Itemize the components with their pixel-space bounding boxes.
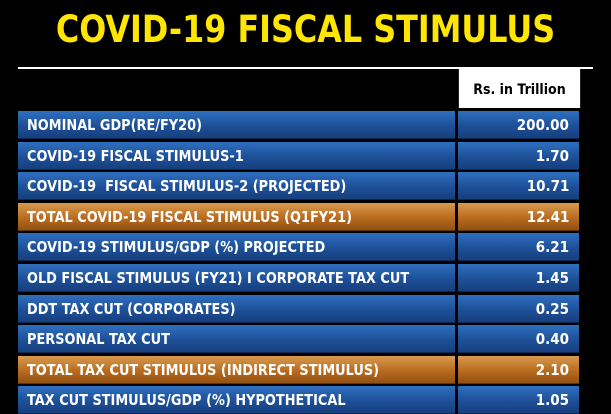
row-label: COVID-19 STIMULUS/GDP (%) PROJECTED: [27, 238, 326, 257]
row-value: 10.71: [526, 177, 569, 196]
table-row: COVID-19 FISCAL STIMULUS-2 (PROJECTED) 10…: [18, 172, 593, 201]
row-label: NOMINAL GDP(RE/FY20): [27, 116, 202, 134]
row-value: 12.41: [526, 207, 569, 226]
row-value-cell: 10.71: [458, 172, 579, 201]
table-row: TOTAL TAX CUT STIMULUS (INDIRECT STIMULU…: [18, 355, 593, 384]
row-label: TOTAL TAX CUT STIMULUS (INDIRECT STIMULU…: [27, 360, 380, 379]
table-row: TOTAL COVID-19 FISCAL STIMULUS (Q1FY21) 1…: [18, 202, 593, 231]
table-row: TAX CUT STIMULUS/GDP (%) HYPOTHETICAL 1.0…: [18, 386, 593, 414]
row-label-cell: OLD FISCAL STIMULUS (FY21) I CORPORATE T…: [18, 264, 455, 292]
row-value-cell: 1.45: [458, 264, 579, 292]
row-value: 1.45: [535, 269, 569, 287]
row-label-cell: COVID-19 FISCAL STIMULUS-2 (PROJECTED): [18, 172, 455, 201]
page-title: COVID-19 FISCAL STIMULUS: [55, 8, 556, 51]
row-label-cell: TOTAL TAX CUT STIMULUS (INDIRECT STIMULU…: [18, 355, 455, 384]
row-label-cell: TAX CUT STIMULUS/GDP (%) HYPOTHETICAL: [18, 386, 455, 414]
row-value-cell: 6.21: [458, 233, 579, 262]
table-row: PERSONAL TAX CUT 0.40: [18, 325, 593, 354]
row-value: 6.21: [535, 238, 569, 257]
row-value-cell: 2.10: [458, 355, 579, 384]
row-label-cell: NOMINAL GDP(RE/FY20): [18, 111, 455, 139]
table-row: OLD FISCAL STIMULUS (FY21) I CORPORATE T…: [18, 264, 593, 292]
row-value-cell: 12.41: [458, 202, 579, 231]
row-label: OLD FISCAL STIMULUS (FY21) I CORPORATE T…: [27, 269, 410, 287]
row-value-cell: 200.00: [458, 111, 579, 139]
row-label-cell: COVID-19 FISCAL STIMULUS-1: [18, 141, 455, 170]
row-label: TOTAL COVID-19 FISCAL STIMULUS (Q1FY21): [27, 207, 352, 226]
row-value-cell: 0.40: [458, 325, 579, 354]
table-row: DDT TAX CUT (CORPORATES) 0.25: [18, 294, 593, 323]
row-value: 0.40: [535, 330, 569, 349]
table-row: NOMINAL GDP(RE/FY20) 200.00: [18, 111, 593, 139]
row-label-cell: COVID-19 STIMULUS/GDP (%) PROJECTED: [18, 233, 455, 262]
unit-header-cell: Rs. in Trillion: [458, 69, 581, 108]
row-label-cell: TOTAL COVID-19 FISCAL STIMULUS (Q1FY21): [18, 202, 455, 231]
row-label: DDT TAX CUT (CORPORATES): [27, 299, 236, 318]
row-value: 1.70: [535, 146, 569, 165]
table-row: COVID-19 FISCAL STIMULUS-1 1.70: [18, 141, 593, 170]
row-label: COVID-19 FISCAL STIMULUS-2 (PROJECTED): [27, 177, 347, 196]
row-label-cell: DDT TAX CUT (CORPORATES): [18, 294, 455, 323]
header-divider: [18, 67, 593, 69]
table-row: COVID-19 STIMULUS/GDP (%) PROJECTED 6.21: [18, 233, 593, 262]
row-value: 0.25: [535, 299, 569, 318]
row-value: 2.10: [535, 360, 569, 379]
unit-header-label: Rs. in Trillion: [473, 82, 566, 98]
row-label: COVID-19 FISCAL STIMULUS-1: [27, 146, 244, 165]
row-label-cell: PERSONAL TAX CUT: [18, 325, 455, 354]
row-value: 1.05: [535, 391, 569, 410]
row-value-cell: 0.25: [458, 294, 579, 323]
row-value-cell: 1.70: [458, 141, 579, 170]
row-label: PERSONAL TAX CUT: [27, 330, 170, 349]
row-value-cell: 1.05: [458, 386, 579, 414]
row-value: 200.00: [516, 116, 569, 134]
row-label: TAX CUT STIMULUS/GDP (%) HYPOTHETICAL: [27, 391, 346, 410]
